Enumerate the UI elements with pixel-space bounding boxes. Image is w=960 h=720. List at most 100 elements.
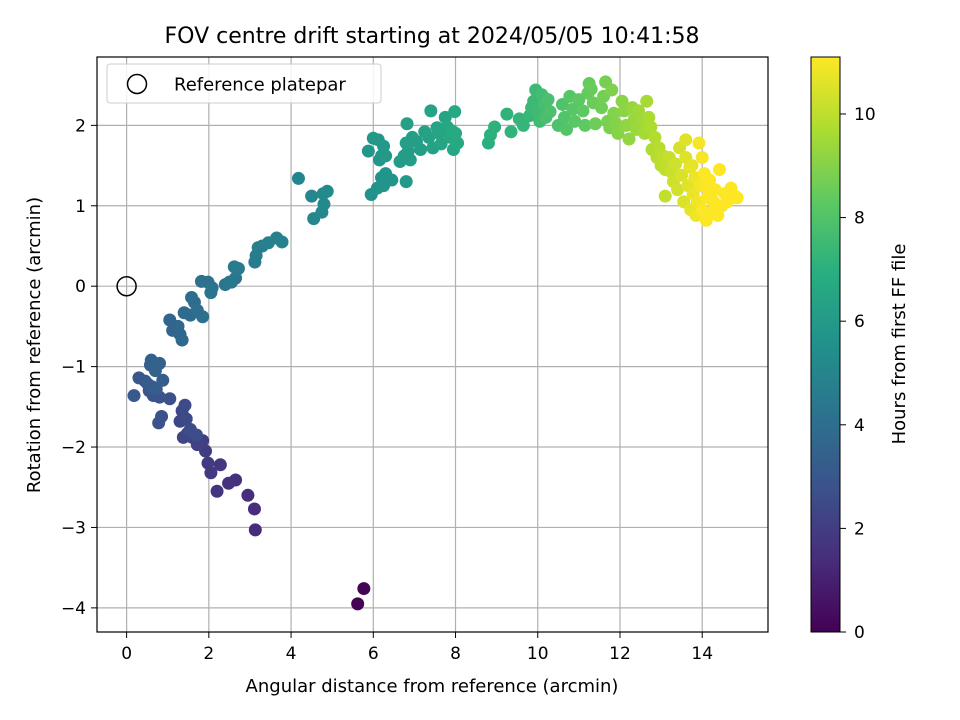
colorbar-tick-label: 10 [854, 105, 876, 125]
scatter-point [305, 189, 319, 203]
scatter-point [224, 275, 238, 289]
scatter-point [163, 392, 177, 406]
scatter-point [605, 83, 619, 97]
scatter-point [500, 107, 514, 121]
scatter-point [668, 157, 682, 171]
scatter-point [488, 120, 502, 134]
scatter-point [576, 104, 590, 118]
scatter-point [379, 149, 393, 163]
scatter-point [578, 118, 592, 132]
scatter-point [607, 106, 621, 120]
scatter-point [648, 130, 662, 144]
scatter-point [185, 290, 199, 304]
scatter-point [675, 168, 689, 182]
x-tick-label: 4 [286, 644, 297, 664]
scatter-point [152, 416, 166, 430]
scatter-point [175, 333, 189, 347]
y-tick-label: −2 [61, 438, 86, 458]
legend-marker-icon [126, 73, 148, 95]
y-tick-label: 2 [75, 116, 86, 136]
scatter-point [560, 122, 574, 136]
scatter-point [640, 94, 654, 108]
x-tick-label: 10 [527, 644, 549, 664]
scatter-point [148, 364, 162, 378]
scatter-point [615, 94, 629, 108]
scatter-point [422, 130, 436, 144]
scatter-point [685, 159, 699, 173]
scatter-point [448, 105, 462, 119]
scatter-point [557, 110, 571, 124]
scatter-point [588, 117, 602, 131]
scatter-point [414, 142, 428, 156]
scatter-point [658, 189, 672, 203]
colorbar-tick-label: 4 [854, 416, 865, 436]
scatter-point [631, 104, 645, 118]
scatter-point [247, 502, 261, 516]
scatter-point [204, 286, 218, 300]
scatter-point [400, 117, 414, 131]
x-tick-label: 0 [121, 644, 132, 664]
scatter-point [149, 382, 163, 396]
y-tick-label: 0 [75, 277, 86, 297]
x-axis-ticks: 0 2 4 6 8 10 12 14 [121, 632, 713, 664]
y-tick-label: −3 [61, 518, 86, 538]
scatter-point [291, 171, 305, 185]
legend-entry-reference-platepar: Reference platepar [174, 75, 346, 96]
scatter-point [231, 262, 245, 276]
y-tick-label: −1 [61, 358, 86, 378]
scatter-point [403, 153, 417, 167]
scatter-points [127, 75, 744, 611]
scatter-point [275, 235, 289, 249]
scatter-point [377, 139, 391, 153]
x-axis-label: Angular distance from reference (arcmin) [246, 676, 619, 697]
scatter-point [566, 102, 580, 116]
scatter-point [692, 136, 706, 150]
plot-frame [96, 56, 769, 633]
x-tick-label: 14 [691, 644, 713, 664]
scatter-point [132, 371, 146, 385]
x-tick-label: 12 [609, 644, 631, 664]
chart-title: FOV centre drift starting at 2024/05/05 … [165, 24, 700, 49]
legend: Reference platepar [106, 63, 382, 104]
y-axis-ticks: −4 −3 −2 −1 0 1 2 [61, 116, 97, 619]
scatter-point [317, 197, 331, 211]
scatter-point [584, 82, 598, 96]
scatter-point [189, 428, 203, 442]
scatter-point [201, 456, 215, 470]
reference-platepar-marker [116, 275, 137, 297]
colorbar-ticks: 0 2 4 6 8 10 [840, 105, 876, 643]
scatter-point [572, 93, 586, 107]
scatter-point [541, 93, 555, 107]
colorbar: 0 2 4 6 8 10 Hours from first FF file [810, 56, 910, 643]
scatter-point [611, 126, 625, 140]
scatter-point [622, 132, 636, 146]
scatter-point [516, 118, 530, 132]
x-tick-label: 2 [203, 644, 214, 664]
scatter-point [351, 597, 365, 611]
scatter-point [196, 310, 210, 324]
scatter-point [385, 173, 399, 187]
scatter-point [248, 523, 262, 537]
scatter-point [156, 373, 170, 387]
scatter-point [642, 110, 656, 124]
scatter-point [609, 117, 623, 131]
scatter-point [399, 175, 413, 189]
scatter-point [178, 398, 192, 412]
scatter-point [438, 110, 452, 124]
scatter-point [445, 124, 459, 138]
scatter-point [213, 458, 227, 472]
colorbar-tick-label: 0 [854, 623, 865, 643]
colorbar-tick-label: 6 [854, 312, 865, 332]
scatter-point [671, 183, 685, 197]
x-tick-label: 6 [368, 644, 379, 664]
scatter-point [424, 104, 438, 118]
scatter-point [222, 476, 236, 490]
scatter-point [127, 389, 141, 403]
scatter-point [568, 114, 582, 128]
scatter-point [504, 125, 518, 139]
scatter-point [644, 120, 658, 134]
scatter-point [701, 181, 715, 195]
scatter-point [594, 101, 608, 115]
colorbar-tick-label: 8 [854, 209, 865, 229]
